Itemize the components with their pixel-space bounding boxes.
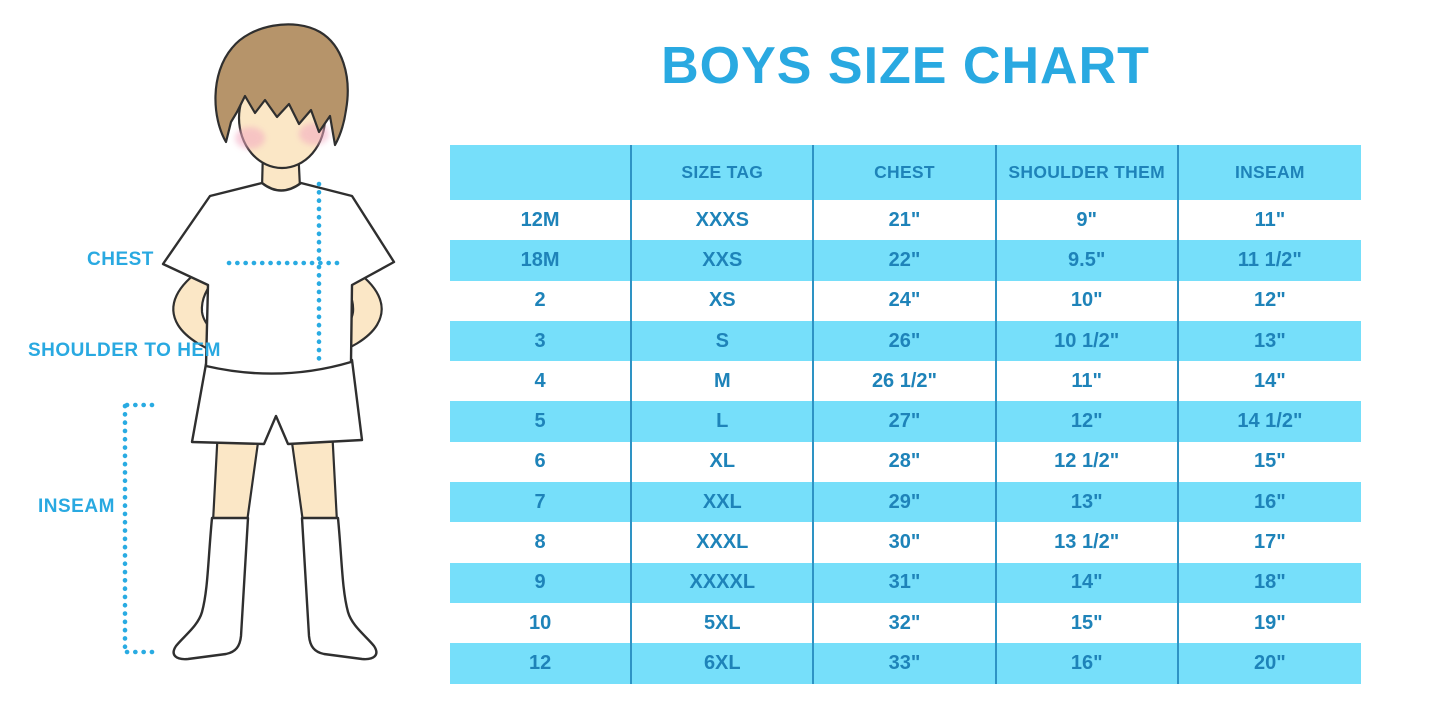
table-cell: 3 (450, 320, 633, 362)
table-row: 7 XXL 29" 13" 16" (450, 482, 1361, 523)
table-cell: 11" (997, 361, 1179, 402)
table-cell: 31" (814, 562, 997, 603)
table-cell: 13" (1254, 329, 1286, 352)
table-cell: 21" (814, 200, 997, 241)
table-cell: XXXS (632, 200, 815, 241)
table-header-row: SIZE TAG CHEST SHOULDER THEM INSEAM (450, 145, 1361, 200)
table-row: 8 XXXL 30" 13 1/2" 17" (450, 522, 1361, 563)
table-cell: 30" (814, 522, 997, 563)
table-row: 6 XL 28" 12 1/2" 15" (450, 441, 1361, 483)
table-cell: 16" (997, 643, 1179, 684)
table-cell: 9 (450, 562, 633, 603)
table-cell: XXXXL (632, 562, 815, 603)
table-row: 10 5XL 32" 15" 19" (450, 602, 1361, 644)
table-cell: 12" (997, 401, 1179, 442)
table-cell: 8 (450, 522, 633, 563)
boy-sock-right (300, 516, 378, 661)
table-cell: 6XL (632, 643, 815, 684)
boy-blush-right (299, 123, 329, 145)
table-row: 12 6XL 33" 16" 20" (450, 643, 1361, 684)
table-cell: 11" (1254, 208, 1286, 231)
table-row: 18M XXS 22" 9.5" 11 1/2" (450, 240, 1361, 281)
table-cell: XXL (632, 482, 815, 523)
table-cell: 18M (450, 240, 633, 281)
table-cell: 14" (997, 562, 1179, 603)
table-row: 3 S 26" 10 1/2" 13" (450, 320, 1361, 362)
table-cell: 6 (450, 441, 633, 483)
table-cell: XL (632, 441, 815, 483)
table-body: 12M XXXS 21" 9" 11" 18M XXS 22" 9.5" 11 1/2" 2 XS 24… (450, 200, 1361, 684)
table-cell: 9.5" (997, 240, 1179, 281)
table-cell: L (632, 401, 815, 442)
table-cell: 14" (1254, 369, 1286, 392)
inseam-label: INSEAM (38, 496, 115, 517)
table-row: 5 L 27" 12" 14 1/2" (450, 401, 1361, 442)
header-cell: SHOULDER THEM (997, 145, 1179, 200)
table-cell: 14 1/2" (1237, 410, 1303, 433)
table-cell: XXXL (632, 522, 815, 563)
table-cell: 12 (450, 643, 633, 684)
table-cell: 33" (814, 643, 997, 684)
boy-measurement-figure: CHEST SHOULDER TO HEM INSEAM (0, 0, 460, 723)
table-cell: 20" (1254, 651, 1286, 674)
table-cell: 24" (814, 280, 997, 321)
table-cell: XS (632, 280, 815, 321)
size-table: SIZE TAG CHEST SHOULDER THEM INSEAM 12M XXXS… (450, 145, 1361, 684)
table-cell: 15" (1254, 450, 1286, 473)
table-cell: 2 (450, 280, 633, 321)
boy-blush-left (235, 127, 265, 149)
table-cell: 26" (814, 320, 997, 362)
table-cell: 10 (450, 602, 633, 644)
table-cell: 19" (1254, 611, 1286, 634)
table-cell: 13 1/2" (997, 522, 1179, 563)
boy-sock-left (172, 516, 250, 661)
table-cell: 16" (1254, 490, 1286, 513)
table-cell: 12 1/2" (997, 441, 1179, 483)
page-title: BOYS SIZE CHART (661, 37, 1150, 95)
table-cell: 9" (997, 200, 1179, 241)
table-cell: M (632, 361, 815, 402)
table-cell: 10 1/2" (997, 320, 1179, 362)
chest-label: CHEST (87, 249, 154, 270)
header-cell (450, 145, 633, 200)
header-cell: INSEAM (1234, 162, 1305, 182)
table-cell: 15" (997, 602, 1179, 644)
boy-tshirt (161, 181, 396, 375)
table-cell: 10" (997, 280, 1179, 321)
table-cell: 27" (814, 401, 997, 442)
table-row: 12M XXXS 21" 9" 11" (450, 200, 1361, 241)
shoulder-to-hem-label: SHOULDER TO HEM (28, 340, 221, 361)
table-cell: 5 (450, 401, 633, 442)
table-row: 9 XXXXL 31" 14" 18" (450, 562, 1361, 603)
table-cell: 11 1/2" (1237, 248, 1302, 271)
table-cell: 17" (1254, 531, 1286, 554)
table-row: 4 M 26 1/2" 11" 14" (450, 361, 1361, 402)
table-cell: 7 (450, 482, 633, 523)
table-cell: 32" (814, 602, 997, 644)
table-cell: 22" (814, 240, 997, 281)
table-cell: 29" (814, 482, 997, 523)
table-cell: 12M (450, 200, 633, 241)
table-cell: S (632, 320, 815, 362)
header-cell: CHEST (814, 145, 997, 200)
table-cell: 5XL (632, 602, 815, 644)
table-row: 2 XS 24" 10" 12" (450, 280, 1361, 321)
header-cell: SIZE TAG (632, 145, 815, 200)
table-cell: 28" (814, 441, 997, 483)
table-cell: 12" (1254, 289, 1286, 312)
table-cell: 4 (450, 361, 633, 402)
boy-shorts (190, 358, 364, 446)
table-cell: 13" (997, 482, 1179, 523)
boy-illustration (122, 23, 396, 661)
table-cell: XXS (632, 240, 815, 281)
table-cell: 26 1/2" (814, 361, 997, 402)
table-cell: 18" (1254, 571, 1286, 594)
boy-hair (214, 23, 349, 147)
